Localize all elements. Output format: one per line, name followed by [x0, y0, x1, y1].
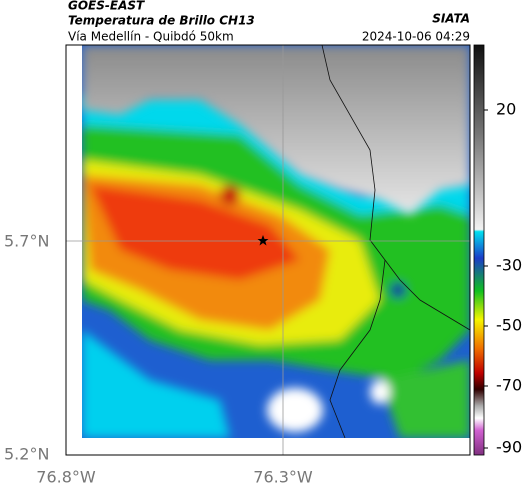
colorbar [473, 44, 485, 456]
station-marker [257, 235, 269, 246]
colorbar-tick-label: -30 [496, 256, 522, 275]
source: SIATA [432, 12, 470, 26]
satellite-image [82, 45, 470, 438]
colorbar-tick-label: 20 [496, 100, 516, 119]
colorbar-tick-label: -90 [496, 438, 522, 457]
title: GOES-EAST [68, 0, 145, 13]
timestamp: 2024-10-06 04:29 [362, 30, 470, 44]
lon-label: 76.8°W [36, 468, 96, 487]
subtitle: Temperatura de Brillo CH13 [68, 14, 255, 28]
lat-label: 5.7°N [4, 232, 49, 251]
route: Vía Medellín - Quibdó 50km [68, 30, 234, 44]
lon-label: 76.3°W [253, 468, 313, 487]
lat-label: 5.2°N [4, 445, 49, 464]
colorbar-tick-label: -50 [496, 316, 522, 335]
map-frame [65, 44, 471, 456]
colorbar-ticks: 20 -30 -50 -70 -90 [484, 100, 522, 457]
colorbar-tick-label: -70 [496, 376, 522, 395]
